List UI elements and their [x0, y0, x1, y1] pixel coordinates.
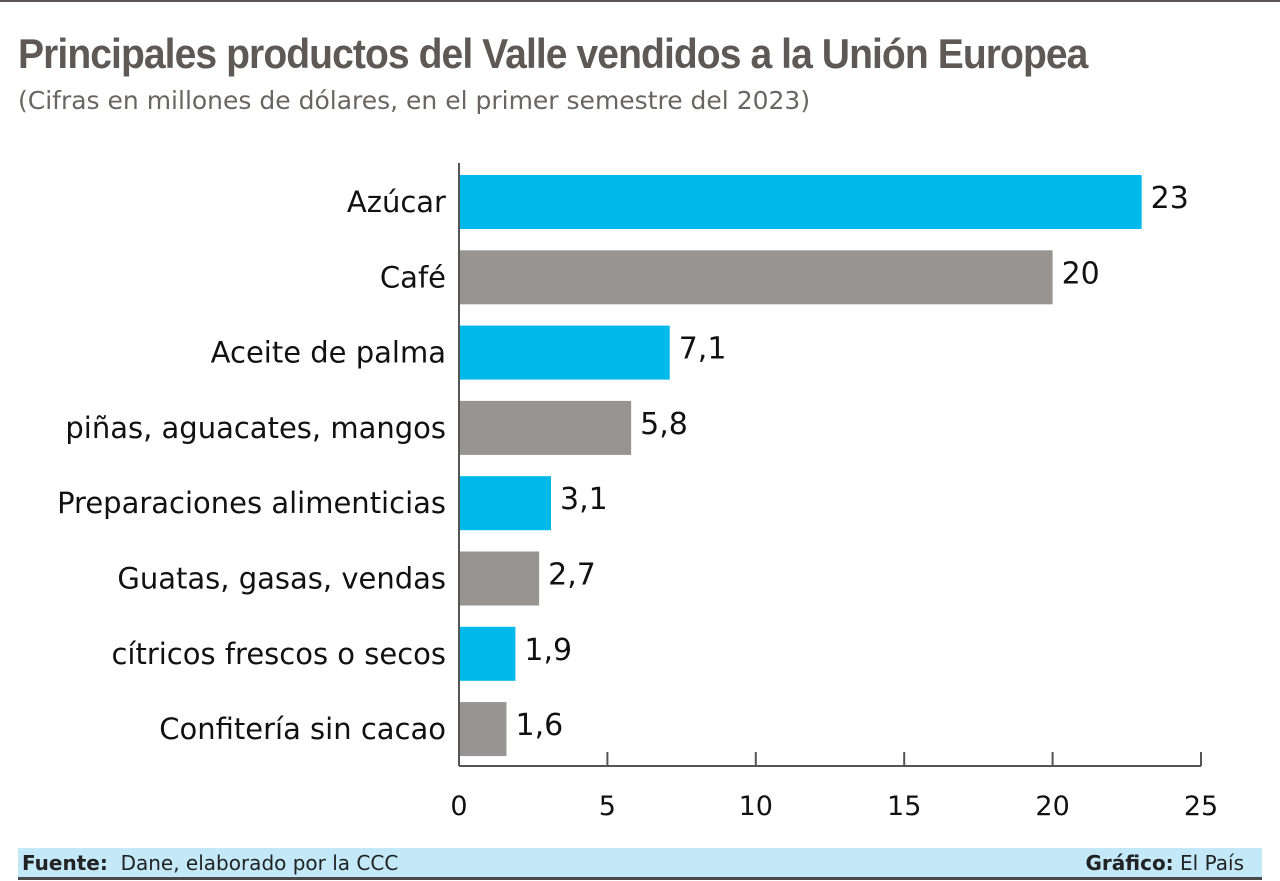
value-label: 20: [1062, 256, 1100, 291]
x-tick-label: 25: [1184, 791, 1218, 822]
x-tick-label: 0: [450, 791, 467, 822]
chart-subtitle: (Cifras en millones de dólares, en el pr…: [18, 86, 811, 115]
value-label: 1,6: [515, 708, 563, 743]
bar: [459, 551, 540, 606]
x-tick-label: 5: [599, 791, 616, 822]
category-label: cítricos frescos o secos: [111, 637, 446, 671]
bar: [459, 626, 516, 681]
bar: [459, 702, 507, 757]
x-tick-label: 20: [1035, 791, 1069, 822]
category-label: Azúcar: [347, 185, 446, 219]
value-label: 7,1: [679, 332, 727, 367]
value-label: 2,7: [548, 558, 596, 593]
x-tick-label: 10: [739, 791, 773, 822]
value-label: 23: [1151, 181, 1189, 216]
category-label: Aceite de palma: [211, 336, 446, 370]
bar: [459, 400, 632, 455]
source-label: Fuente:: [22, 851, 108, 875]
footer: Fuente: Dane, elaborado por la CCC Gráfi…: [18, 848, 1262, 880]
category-label: Confitería sin cacao: [159, 712, 446, 746]
bar: [459, 175, 1142, 229]
value-label: 1,9: [524, 633, 572, 668]
chart-title: Principales productos del Valle vendidos…: [18, 30, 1088, 77]
x-tick-label: 15: [887, 791, 921, 822]
top-rule: [0, 0, 1280, 2]
category-label: Guatas, gasas, vendas: [117, 562, 446, 596]
category-label: Café: [380, 260, 446, 294]
credit-text: El País: [1180, 851, 1244, 875]
value-label: 5,8: [640, 407, 688, 442]
source-text: Dane, elaborado por la CCC: [120, 851, 399, 875]
bar: [459, 476, 552, 531]
bar: [459, 325, 670, 380]
category-label: piñas, aguacates, mangos: [65, 411, 446, 445]
value-label: 3,1: [560, 482, 608, 517]
bar: [459, 250, 1053, 305]
category-label: Preparaciones alimenticias: [57, 486, 446, 520]
credit-label: Gráfico:: [1085, 851, 1174, 875]
